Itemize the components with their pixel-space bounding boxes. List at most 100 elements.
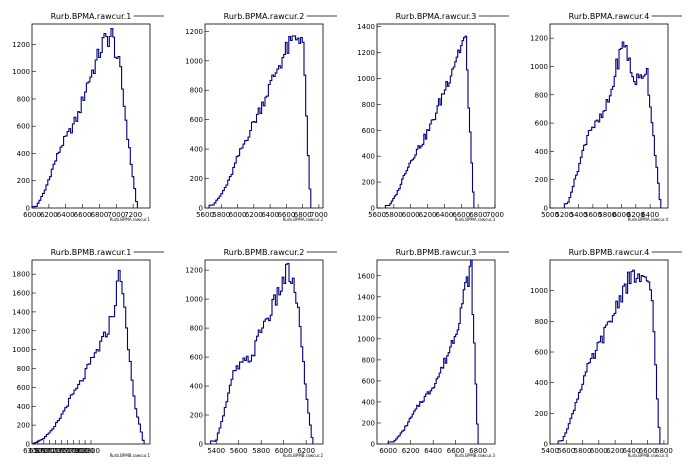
x-axis-label: Rurb.BPMB.rawcur.3 xyxy=(455,453,496,458)
histogram-series xyxy=(384,35,475,208)
x-tick-label: 5800 xyxy=(252,447,270,455)
y-tick-label: 600 xyxy=(17,123,30,131)
y-tick-label: 1400 xyxy=(12,308,30,316)
y-tick-label: 400 xyxy=(362,153,375,161)
x-tick-label: 6200 xyxy=(606,447,624,455)
y-tick-label: 1200 xyxy=(12,41,30,49)
x-tick-label: 6000 xyxy=(229,211,247,219)
x-tick-label: 6000 xyxy=(590,447,608,455)
y-tick-label: 800 xyxy=(17,365,30,373)
y-tick-label: 200 xyxy=(535,410,548,418)
x-tick-label: 6200 xyxy=(297,447,315,455)
histogram-series xyxy=(31,28,138,208)
histogram-series xyxy=(208,35,312,208)
x-tick-label: 7700 xyxy=(64,447,82,455)
x-tick-label: 6000 xyxy=(379,447,397,455)
y-tick-label: 200 xyxy=(190,175,203,183)
x-tick-label: 5800 xyxy=(212,211,230,219)
x-tick-label: 7500 xyxy=(58,447,76,455)
y-tick-label: 800 xyxy=(17,95,30,103)
y-tick-label: 1200 xyxy=(357,314,375,322)
y-tick-label: 1200 xyxy=(185,28,203,36)
histogram-series xyxy=(563,41,662,208)
y-tick-label: 600 xyxy=(362,377,375,385)
histogram-panel-2: Rurb.BPMA.rawcur.2 0 200 400 600 800 1000 1200 5… xyxy=(185,12,337,222)
x-tick-label: 6800 xyxy=(294,211,312,219)
y-tick-label: 1000 xyxy=(530,63,548,71)
chart-title: Rurb.BPMA.rawcur.1 xyxy=(51,12,132,21)
y-tick-label: 0 xyxy=(371,205,375,213)
histogram-series xyxy=(557,269,661,444)
chart-title: Rurb.BPMB.rawcur.2 xyxy=(224,248,305,257)
x-tick-label: 8300 xyxy=(82,447,100,455)
x-tick-label: 5800 xyxy=(385,211,403,219)
y-tick-label: 200 xyxy=(535,176,548,184)
histogram-panel-7: Rurb.BPMB.rawcur.3 0 200 400 600 800 1000 1200 1… xyxy=(357,248,509,458)
y-tick-label: 800 xyxy=(362,356,375,364)
x-tick-label: 5400 xyxy=(570,211,588,219)
x-tick-label: 6200 xyxy=(419,211,437,219)
plot-frame xyxy=(376,23,496,209)
y-tick-label: 1000 xyxy=(185,296,203,304)
y-tick-label: 1200 xyxy=(185,267,203,275)
y-tick-label: 1200 xyxy=(12,327,30,335)
histogram-panel-8: Rurb.BPMB.rawcur.40200400600800100054005… xyxy=(530,248,682,458)
y-tick-label: 400 xyxy=(535,148,548,156)
plot-frame xyxy=(31,259,151,445)
y-tick-label: 1400 xyxy=(357,293,375,301)
y-tick-label: 200 xyxy=(362,179,375,187)
y-tick-label: 600 xyxy=(190,354,203,362)
plot-frame xyxy=(204,259,324,445)
x-tick-label: 5200 xyxy=(555,211,573,219)
x-tick-label: 5600 xyxy=(557,447,575,455)
y-tick-label: 400 xyxy=(17,403,30,411)
y-tick-label: 1600 xyxy=(357,272,375,280)
x-tick-label: 5800 xyxy=(598,211,616,219)
x-tick-label: 5800 xyxy=(574,447,592,455)
y-tick-label: 1000 xyxy=(357,75,375,83)
chart-title: Rurb.BPMB.rawcur.4 xyxy=(569,248,650,257)
chart-title: Rurb.BPMA.rawcur.2 xyxy=(224,12,305,21)
x-tick-label: 6200 xyxy=(40,211,58,219)
x-tick-label: 7000 xyxy=(486,211,504,219)
x-axis-label: Rurb.BPMB.rawcur.2 xyxy=(283,453,324,458)
x-tick-label: 5400 xyxy=(541,447,559,455)
y-tick-label: 1200 xyxy=(357,49,375,57)
y-tick-label: 600 xyxy=(190,116,203,124)
x-tick-label: 5400 xyxy=(207,447,225,455)
x-axis-label: Rurb.BPMA.rawcur.1 xyxy=(110,217,151,222)
y-tick-label: 400 xyxy=(190,146,203,154)
x-tick-label: 6200 xyxy=(402,447,420,455)
x-axis-label: Rurb.BPMB.rawcur.1 xyxy=(110,453,151,458)
y-tick-label: 0 xyxy=(544,205,548,213)
x-tick-label: 6600 xyxy=(639,447,657,455)
histogram-panel-3: Rurb.BPMA.rawcur.3 0 200 400 600 800 1000 1200 1… xyxy=(357,12,509,222)
y-tick-label: 0 xyxy=(26,205,30,213)
y-tick-label: 0 xyxy=(199,205,203,213)
histogram-panel-1: Rurb.BPMA.rawcur.1 0 200 400 600 800 1000 1200 6… xyxy=(12,12,164,222)
y-tick-label: 800 xyxy=(190,325,203,333)
y-tick-label: 200 xyxy=(190,412,203,420)
y-tick-label: 0 xyxy=(199,441,203,449)
y-tick-label: 200 xyxy=(17,177,30,185)
y-tick-label: 1000 xyxy=(12,346,30,354)
chart-title: Rurb.BPMA.rawcur.4 xyxy=(569,12,650,21)
histogram-series xyxy=(32,269,145,444)
plot-frame xyxy=(31,23,151,209)
x-tick-label: 6800 xyxy=(469,447,487,455)
y-tick-label: 1000 xyxy=(12,68,30,76)
x-tick-label: 6700 xyxy=(35,447,53,455)
x-tick-label: 6000 xyxy=(613,211,631,219)
histogram-series xyxy=(210,262,314,444)
x-tick-label: 6500 xyxy=(29,447,47,455)
x-tick-label: 6200 xyxy=(245,211,263,219)
y-tick-label: 0 xyxy=(371,441,375,449)
plot-frame xyxy=(376,259,496,445)
y-tick-label: 400 xyxy=(535,379,548,387)
x-axis-label: Rurb.BPMA.rawcur.3 xyxy=(455,217,496,222)
x-tick-label: 6800 xyxy=(91,211,109,219)
y-tick-label: 1000 xyxy=(185,57,203,65)
y-tick-label: 400 xyxy=(362,398,375,406)
x-tick-label: 6800 xyxy=(469,211,487,219)
